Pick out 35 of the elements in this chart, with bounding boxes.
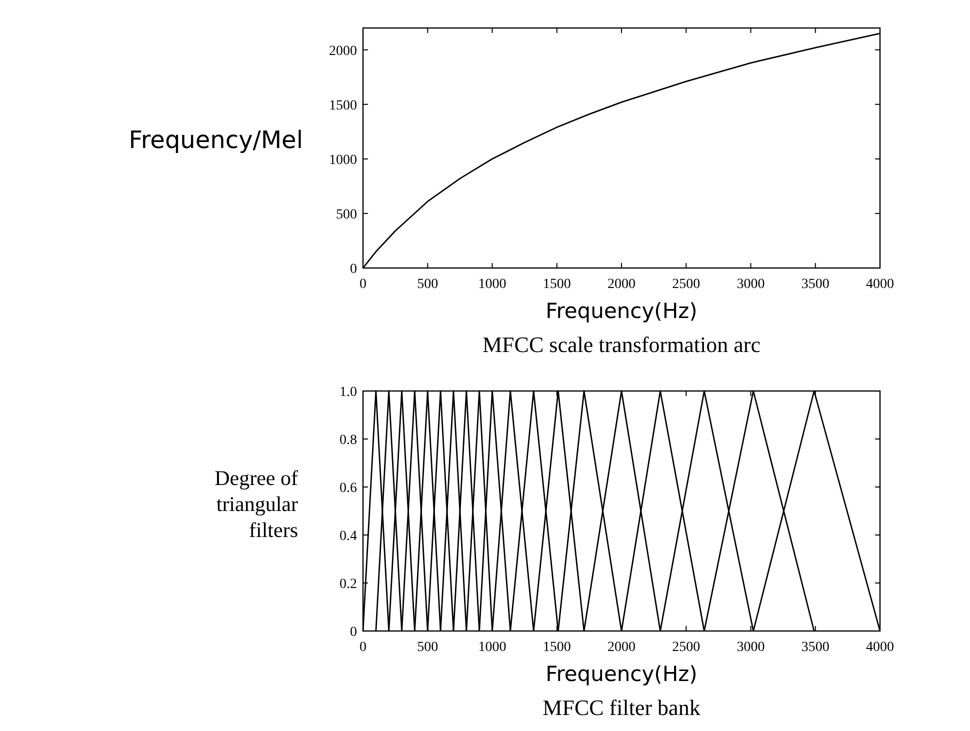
y-tick-label: 1.0 [340,385,357,400]
x-tick-label: 2000 [608,277,636,292]
x-tick-label: 2500 [672,640,700,655]
text: MFCC scale transformation arc [482,332,761,357]
x-tick-label: 500 [417,640,438,655]
x-tick-label: 0 [360,277,366,292]
x-tick-label: 1000 [478,640,506,655]
y-axis-title: Degree of triangular filters [214,466,298,542]
x-tick-label: 3000 [736,277,765,292]
y-tick-label: 1000 [329,152,357,168]
y-tick-label: 0.6 [340,481,357,496]
y-tick-label: 0.8 [340,433,357,448]
x-tick-label: 1500 [542,640,571,655]
x-tick-label: 3000 [736,640,765,655]
x-tick-label: 2500 [672,277,700,292]
x-tick-label: 1500 [542,277,571,292]
x-tick-label: 0 [360,640,366,655]
x-axis-title: Frequency(Hz) [546,299,698,323]
y-tick-label: 0.4 [340,529,357,544]
x-tick-label: 4000 [866,277,894,292]
x-axis-title: Frequency(Hz) [546,662,698,686]
y-tick-label: 0 [350,625,357,640]
x-tick-label: 500 [417,277,438,292]
x-tick-label: 3500 [801,277,830,292]
x-tick-label: 4000 [866,640,894,655]
y-tick-label: 0.2 [340,577,357,592]
y-tick-label: 500 [336,207,357,222]
y-tick-label: 2000 [329,44,357,59]
text: MFCC filter bank [542,695,700,720]
x-tick-label: 3500 [801,640,830,655]
x-tick-label: 2000 [608,640,636,655]
y-tick-label: 1500 [329,98,357,114]
x-tick-label: 1000 [478,277,506,292]
y-axis-title: Frequency/Mel [128,126,303,154]
y-tick-label: 0 [350,262,357,277]
